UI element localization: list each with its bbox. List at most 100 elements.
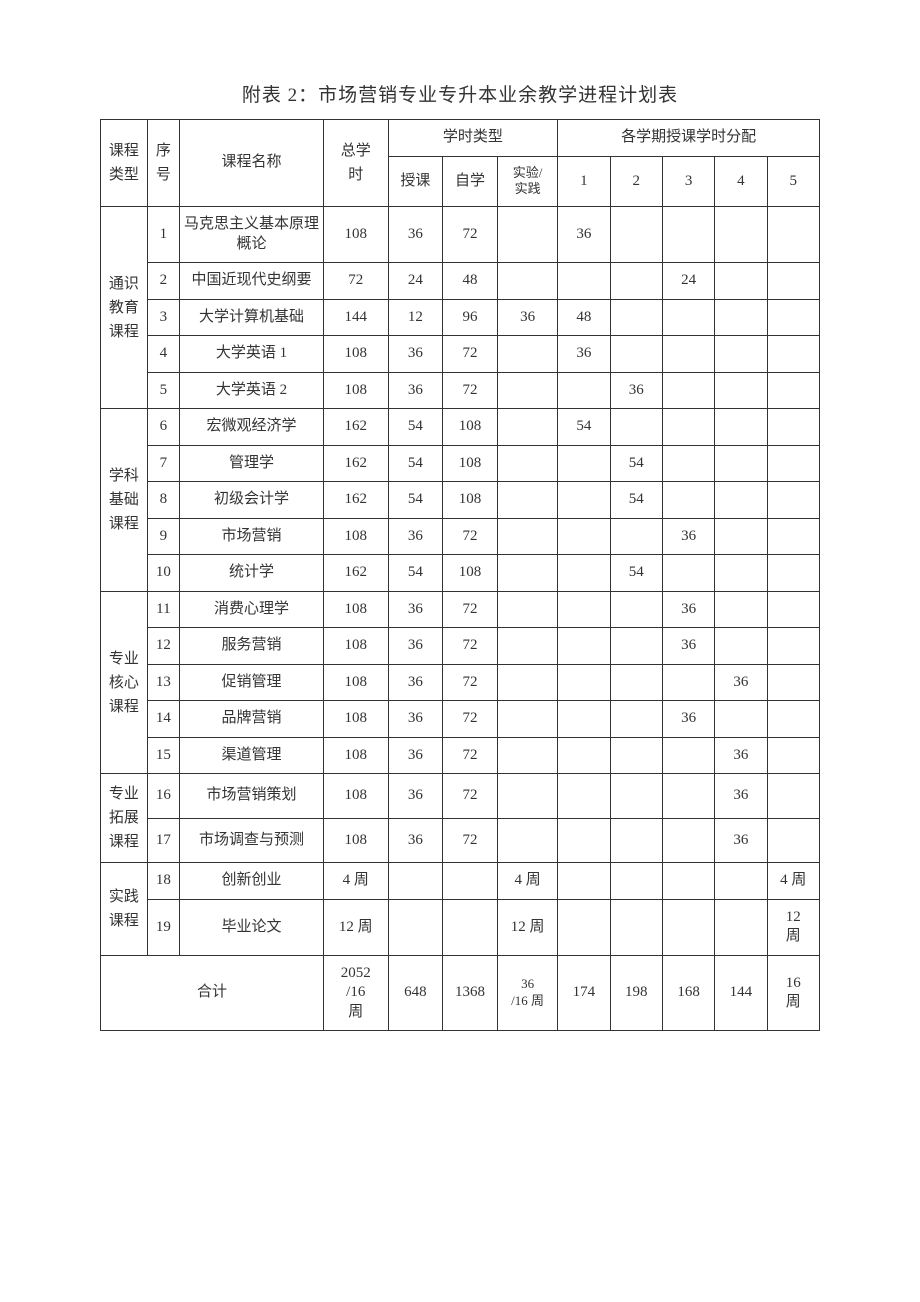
self-cell: 72 — [443, 372, 498, 409]
hdr-total-hours: 总学时 — [323, 120, 388, 207]
s4-cell — [715, 518, 767, 555]
s4-cell: 36 — [715, 774, 767, 819]
table-row: 专业拓展课程 16 市场营销策划 108 36 72 36 — [101, 774, 820, 819]
prac-cell: 36 — [497, 299, 557, 336]
lec-cell: 54 — [388, 555, 443, 592]
s1-cell — [558, 445, 610, 482]
total-cell: 72 — [323, 263, 388, 300]
seq-cell: 8 — [147, 482, 179, 519]
lec-cell: 36 — [388, 664, 443, 701]
total-cell: 162 — [323, 555, 388, 592]
s3-cell — [662, 409, 714, 446]
seq-cell: 2 — [147, 263, 179, 300]
s5-cell — [767, 701, 819, 738]
s4-cell — [715, 591, 767, 628]
prac-cell: 12 周 — [497, 899, 557, 955]
s3-cell: 24 — [662, 263, 714, 300]
total-cell: 4 周 — [323, 863, 388, 900]
lec-cell: 36 — [388, 818, 443, 863]
s1-cell — [558, 518, 610, 555]
table-row: 5 大学英语 2 108 36 72 36 — [101, 372, 820, 409]
s2-cell — [610, 591, 662, 628]
prac-cell — [497, 737, 557, 774]
seq-cell: 7 — [147, 445, 179, 482]
seq-cell: 1 — [147, 207, 179, 263]
seq-cell: 11 — [147, 591, 179, 628]
s1-cell — [558, 628, 610, 665]
seq-cell: 3 — [147, 299, 179, 336]
s2-cell — [610, 518, 662, 555]
s1-cell — [558, 664, 610, 701]
table-row: 10 统计学 162 54 108 54 — [101, 555, 820, 592]
prac-cell — [497, 409, 557, 446]
s3-cell — [662, 774, 714, 819]
prac-cell — [497, 628, 557, 665]
name-cell: 渠道管理 — [180, 737, 324, 774]
s1-cell — [558, 372, 610, 409]
prac-cell — [497, 818, 557, 863]
total-self: 1368 — [443, 955, 498, 1031]
prac-cell — [497, 774, 557, 819]
table-row: 2 中国近现代史纲要 72 24 48 24 — [101, 263, 820, 300]
s3-cell — [662, 445, 714, 482]
s5-cell — [767, 591, 819, 628]
hdr-seq: 序号 — [147, 120, 179, 207]
hdr-course-type: 课程类型 — [101, 120, 148, 207]
hdr-self-study: 自学 — [443, 156, 498, 207]
name-cell: 品牌营销 — [180, 701, 324, 738]
seq-cell: 15 — [147, 737, 179, 774]
total-cell: 162 — [323, 482, 388, 519]
s3-cell — [662, 664, 714, 701]
self-cell: 72 — [443, 701, 498, 738]
s4-cell — [715, 263, 767, 300]
s3-cell — [662, 336, 714, 373]
s5-cell — [767, 774, 819, 819]
hdr-sem-dist: 各学期授课学时分配 — [558, 120, 820, 157]
lec-cell: 36 — [388, 628, 443, 665]
cat-discipline: 学科基础课程 — [101, 409, 148, 592]
s2-cell: 54 — [610, 482, 662, 519]
name-cell: 促销管理 — [180, 664, 324, 701]
s5-cell — [767, 737, 819, 774]
s2-cell — [610, 899, 662, 955]
s3-cell — [662, 818, 714, 863]
total-cell: 108 — [323, 591, 388, 628]
total-lec: 648 — [388, 955, 443, 1031]
s1-cell — [558, 701, 610, 738]
s3-cell — [662, 737, 714, 774]
s3-cell: 36 — [662, 701, 714, 738]
table-row: 12 服务营销 108 36 72 36 — [101, 628, 820, 665]
s5-cell — [767, 628, 819, 665]
name-cell: 大学计算机基础 — [180, 299, 324, 336]
s5-cell — [767, 482, 819, 519]
hdr-course-name: 课程名称 — [180, 120, 324, 207]
self-cell — [443, 863, 498, 900]
s3-cell — [662, 482, 714, 519]
s1-cell — [558, 482, 610, 519]
table-title: 附表 2：市场营销专业专升本业余教学进程计划表 — [100, 80, 820, 107]
s4-cell: 36 — [715, 737, 767, 774]
lec-cell: 36 — [388, 372, 443, 409]
total-cell: 108 — [323, 336, 388, 373]
self-cell: 96 — [443, 299, 498, 336]
s5-cell: 4 周 — [767, 863, 819, 900]
self-cell: 72 — [443, 628, 498, 665]
total-cell: 108 — [323, 207, 388, 263]
s2-cell — [610, 299, 662, 336]
table-row: 15 渠道管理 108 36 72 36 — [101, 737, 820, 774]
table-row: 3 大学计算机基础 144 12 96 36 48 — [101, 299, 820, 336]
total-cell: 162 — [323, 409, 388, 446]
s1-cell: 36 — [558, 336, 610, 373]
page: 附表 2：市场营销专业专升本业余教学进程计划表 课程类型 序号 课程名称 总学时… — [0, 0, 920, 1302]
total-s3: 168 — [662, 955, 714, 1031]
s2-cell: 36 — [610, 372, 662, 409]
name-cell: 市场营销策划 — [180, 774, 324, 819]
name-cell: 大学英语 2 — [180, 372, 324, 409]
name-cell: 初级会计学 — [180, 482, 324, 519]
prac-cell — [497, 518, 557, 555]
table-row: 14 品牌营销 108 36 72 36 — [101, 701, 820, 738]
name-cell: 创新创业 — [180, 863, 324, 900]
s2-cell — [610, 263, 662, 300]
seq-cell: 5 — [147, 372, 179, 409]
seq-cell: 16 — [147, 774, 179, 819]
